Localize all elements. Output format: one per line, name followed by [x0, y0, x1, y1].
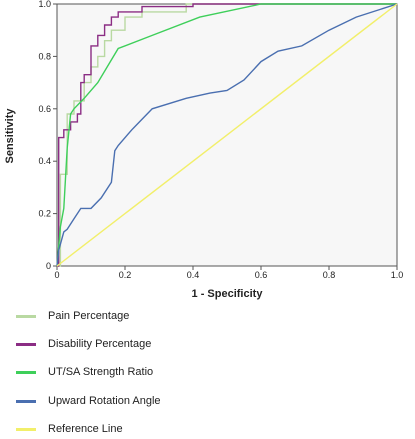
- y-tick-label: 0.2: [38, 209, 51, 219]
- y-tick-label: 0.4: [38, 156, 51, 166]
- legend-swatch: [16, 314, 36, 318]
- series-line-ut-sa-strength-ratio: [56, 3, 397, 267]
- legend-label: Disability Percentage: [48, 338, 152, 350]
- legend-swatch: [16, 370, 36, 374]
- roc-chart: 00 0.2 0.2 0.4 0.4 0.6 0.6 0.8 0.8 1.0 1.0 Sensiti…: [4, 0, 404, 300]
- x-axis-label: 1 - Specificity: [192, 288, 264, 300]
- series-line-pain-percentage: [57, 3, 397, 267]
- legend-item: Upward Rotation Angle: [16, 391, 161, 411]
- y-tick-label: 0: [46, 261, 51, 271]
- legend-item: UT/SA Strength Ratio: [16, 362, 153, 382]
- x-tick-label: 1.0: [391, 270, 404, 280]
- x-tick-label: 0.8: [323, 270, 336, 280]
- legend-swatch: [16, 427, 36, 431]
- y-tick-label: 0.6: [38, 104, 51, 114]
- legend-swatch: [16, 342, 36, 346]
- x-tick-label: 0: [54, 270, 59, 280]
- series-line-reference-line: [56, 3, 398, 267]
- plot-area: 00 0.2 0.2 0.4 0.4 0.6 0.6 0.8 0.8 1.0 1.0: [38, 0, 403, 280]
- legend-label: Reference Line: [48, 423, 123, 435]
- legend-label: UT/SA Strength Ratio: [48, 366, 154, 378]
- legend-item: Reference Line: [16, 419, 123, 439]
- series-line-disability-percentage: [57, 3, 397, 267]
- legend-label: Pain Percentage: [48, 310, 130, 322]
- x-tick-label: 0.2: [119, 270, 132, 280]
- legend-label: Upward Rotation Angle: [48, 395, 161, 407]
- y-tick-label: 1.0: [38, 0, 51, 9]
- y-tick-label: 0.8: [38, 51, 51, 61]
- x-tick-label: 0.4: [187, 270, 200, 280]
- legend-swatch: [16, 399, 36, 403]
- legend-item: Disability Percentage: [16, 334, 151, 354]
- x-tick-label: 0.6: [255, 270, 268, 280]
- legend-item: Pain Percentage: [16, 306, 129, 326]
- series-line-upward-rotation-angle: [56, 3, 398, 267]
- y-axis-label: Sensitivity: [4, 108, 16, 164]
